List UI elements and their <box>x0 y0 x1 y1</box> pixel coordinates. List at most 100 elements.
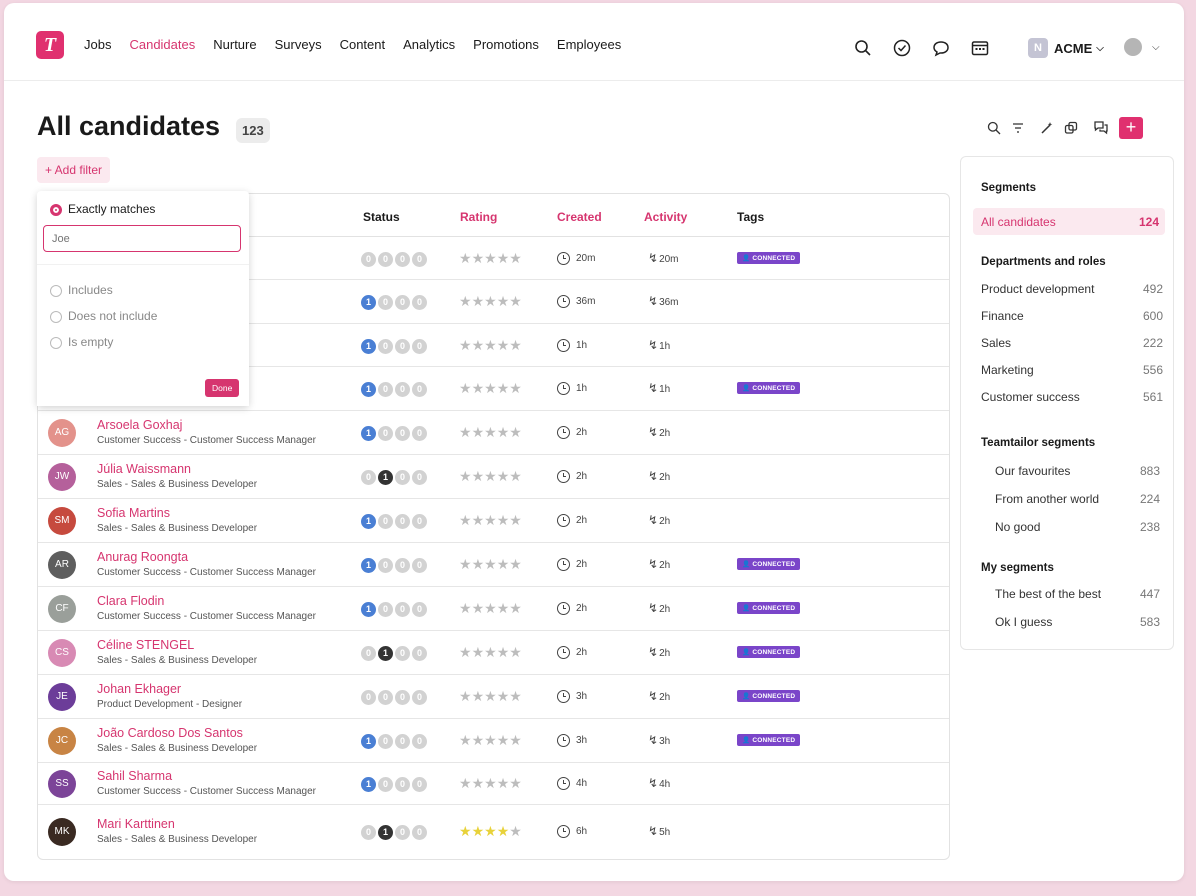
star-icon[interactable]: ★ <box>509 823 522 839</box>
star-icon[interactable]: ★ <box>459 732 472 748</box>
segment-item[interactable]: Customer success 561 <box>981 390 1163 404</box>
star-icon[interactable]: ★ <box>459 775 472 791</box>
table-row[interactable]: CF Clara Flodin Customer Success - Custome… <box>38 587 949 631</box>
star-icon[interactable]: ★ <box>484 337 497 353</box>
star-icon[interactable]: ★ <box>471 688 485 704</box>
company-switcher[interactable]: N ACME ⌵ <box>1028 38 1104 58</box>
table-row[interactable]: AG Arsoela Goxhaj Customer Success - Custo… <box>38 411 949 455</box>
star-icon[interactable]: ★ <box>484 600 497 616</box>
star-icon[interactable]: ★ <box>471 293 485 309</box>
star-icon[interactable]: ★ <box>471 644 485 660</box>
candidate-name[interactable]: Johan Ekhager <box>97 682 182 696</box>
segment-all-candidates[interactable]: All candidates 124 <box>973 208 1165 235</box>
star-icon[interactable]: ★ <box>471 556 485 572</box>
star-icon[interactable]: ★ <box>496 775 510 791</box>
star-icon[interactable]: ★ <box>459 293 472 309</box>
segment-item[interactable]: No good 238 <box>995 520 1160 534</box>
star-icon[interactable]: ★ <box>496 688 510 704</box>
candidate-name[interactable]: Arsoela Goxhaj <box>97 418 183 432</box>
star-icon[interactable]: ★ <box>459 644 472 660</box>
star-icon[interactable]: ★ <box>509 644 522 660</box>
table-row[interactable]: SS Sahil Sharma Customer Success - Custome… <box>38 763 949 805</box>
table-row[interactable]: JE Johan Ekhager Product Development - Des… <box>38 675 949 719</box>
add-filter-button[interactable]: + Add filter <box>37 157 111 183</box>
done-button[interactable]: Done <box>205 379 240 397</box>
avatar[interactable]: SS <box>48 770 76 798</box>
filter-icon[interactable] <box>1011 121 1025 135</box>
filter-option-is-empty[interactable]: Is empty <box>50 335 113 349</box>
table-row[interactable]: MK Mari Karttinen Sales - Sales & Business… <box>38 805 949 859</box>
star-icon[interactable]: ★ <box>496 293 510 309</box>
nav-jobs[interactable]: Jobs <box>84 37 112 52</box>
candidate-name[interactable]: João Cardoso Dos Santos <box>97 726 243 740</box>
nav-employees[interactable]: Employees <box>556 37 622 52</box>
magic-wand-icon[interactable] <box>1040 121 1054 135</box>
star-icon[interactable]: ★ <box>484 775 497 791</box>
nav-analytics[interactable]: Analytics <box>403 37 456 52</box>
segment-item[interactable]: The best of the best 447 <box>995 587 1160 601</box>
star-icon[interactable]: ★ <box>496 823 510 839</box>
star-icon[interactable]: ★ <box>471 337 485 353</box>
star-icon[interactable]: ★ <box>496 424 510 440</box>
star-icon[interactable]: ★ <box>509 468 522 484</box>
star-icon[interactable]: ★ <box>509 424 522 440</box>
star-icon[interactable]: ★ <box>484 556 497 572</box>
star-icon[interactable]: ★ <box>459 600 472 616</box>
star-icon[interactable]: ★ <box>496 468 510 484</box>
star-icon[interactable]: ★ <box>496 380 510 396</box>
star-icon[interactable]: ★ <box>459 380 472 396</box>
star-icon[interactable]: ★ <box>509 337 522 353</box>
star-icon[interactable]: ★ <box>484 512 497 528</box>
candidate-name[interactable]: Sahil Sharma <box>97 769 173 783</box>
star-icon[interactable]: ★ <box>459 424 472 440</box>
search-icon[interactable] <box>854 39 872 57</box>
star-icon[interactable]: ★ <box>509 250 522 266</box>
avatar[interactable]: CF <box>48 595 76 623</box>
segment-item[interactable]: Finance 600 <box>981 309 1163 323</box>
candidate-name[interactable]: Mari Karttinen <box>97 817 175 831</box>
star-icon[interactable]: ★ <box>471 250 485 266</box>
table-row[interactable]: JW Júlia Waissmann Sales - Sales & Busines… <box>38 455 949 499</box>
avatar[interactable]: AG <box>48 419 76 447</box>
star-icon[interactable]: ★ <box>509 732 522 748</box>
star-icon[interactable]: ★ <box>459 556 472 572</box>
segment-item[interactable]: From another world 224 <box>995 492 1160 506</box>
star-icon[interactable]: ★ <box>484 688 497 704</box>
column-tags[interactable]: Tags <box>737 210 765 224</box>
candidate-name[interactable]: Sofia Martins <box>97 506 170 520</box>
filter-value-input[interactable] <box>43 225 241 252</box>
table-row[interactable]: CS Céline STENGEL Sales - Sales & Business… <box>38 631 949 675</box>
segment-item[interactable]: Marketing 556 <box>981 363 1163 377</box>
star-icon[interactable]: ★ <box>484 732 497 748</box>
star-icon[interactable]: ★ <box>471 512 485 528</box>
star-icon[interactable]: ★ <box>471 424 485 440</box>
add-candidate-button[interactable]: + <box>1119 117 1143 139</box>
star-icon[interactable]: ★ <box>496 600 510 616</box>
segment-item[interactable]: Product development 492 <box>981 282 1163 296</box>
nav-promotions[interactable]: Promotions <box>473 37 539 52</box>
star-icon[interactable]: ★ <box>496 644 510 660</box>
column-rating[interactable]: Rating <box>460 210 498 224</box>
star-icon[interactable]: ★ <box>459 468 472 484</box>
star-icon[interactable]: ★ <box>509 293 522 309</box>
avatar[interactable]: CS <box>48 639 76 667</box>
filter-option-does-not-include[interactable]: Does not include <box>50 309 157 323</box>
candidate-name[interactable]: Céline STENGEL <box>97 638 195 652</box>
star-icon[interactable]: ★ <box>471 732 485 748</box>
star-icon[interactable]: ★ <box>484 250 497 266</box>
teamtailor-logo[interactable]: T <box>36 31 64 59</box>
segment-item[interactable]: Ok I guess 583 <box>995 615 1160 629</box>
star-icon[interactable]: ★ <box>509 512 522 528</box>
messages-icon[interactable] <box>1093 120 1109 135</box>
star-icon[interactable]: ★ <box>484 823 497 839</box>
star-icon[interactable]: ★ <box>496 250 510 266</box>
star-icon[interactable]: ★ <box>459 512 472 528</box>
nav-candidates[interactable]: Candidates <box>129 37 196 52</box>
filter-option-includes[interactable]: Includes <box>50 283 113 297</box>
star-icon[interactable]: ★ <box>509 556 522 572</box>
table-row[interactable]: 0 0 0 0 ★★★★★ 20m ↯20m 👤 CONNECTED <box>38 237 949 280</box>
star-icon[interactable]: ★ <box>471 775 485 791</box>
star-icon[interactable]: ★ <box>471 468 485 484</box>
star-icon[interactable]: ★ <box>496 732 510 748</box>
star-icon[interactable]: ★ <box>471 600 485 616</box>
